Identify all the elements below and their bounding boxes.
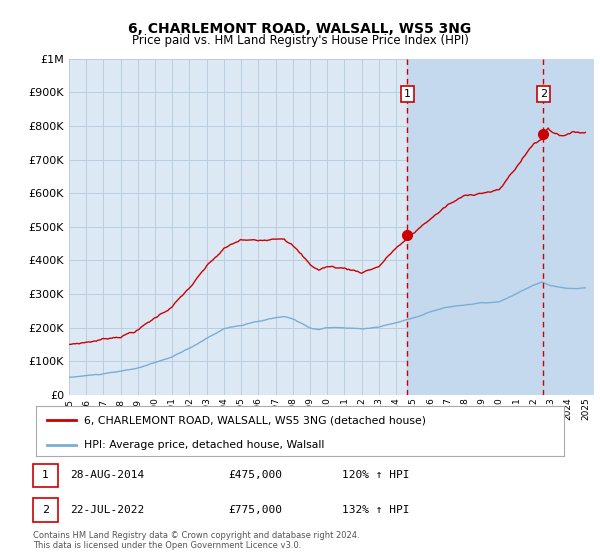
- Text: 132% ↑ HPI: 132% ↑ HPI: [342, 505, 409, 515]
- Text: 2: 2: [42, 505, 49, 515]
- Text: HPI: Average price, detached house, Walsall: HPI: Average price, detached house, Wals…: [83, 440, 324, 450]
- Text: 1: 1: [42, 470, 49, 480]
- Text: 28-AUG-2014: 28-AUG-2014: [70, 470, 145, 480]
- Text: £475,000: £475,000: [228, 470, 282, 480]
- Text: 1: 1: [404, 89, 411, 99]
- Bar: [407, 59, 594, 395]
- Text: 22-JUL-2022: 22-JUL-2022: [70, 505, 145, 515]
- Text: Contains HM Land Registry data © Crown copyright and database right 2024.
This d: Contains HM Land Registry data © Crown c…: [33, 531, 359, 550]
- Text: Price paid vs. HM Land Registry's House Price Index (HPI): Price paid vs. HM Land Registry's House …: [131, 34, 469, 46]
- Text: 2: 2: [539, 89, 547, 99]
- Text: £775,000: £775,000: [228, 505, 282, 515]
- Text: 6, CHARLEMONT ROAD, WALSALL, WS5 3NG (detached house): 6, CHARLEMONT ROAD, WALSALL, WS5 3NG (de…: [83, 415, 425, 425]
- Text: 120% ↑ HPI: 120% ↑ HPI: [342, 470, 409, 480]
- Text: 6, CHARLEMONT ROAD, WALSALL, WS5 3NG: 6, CHARLEMONT ROAD, WALSALL, WS5 3NG: [128, 22, 472, 36]
